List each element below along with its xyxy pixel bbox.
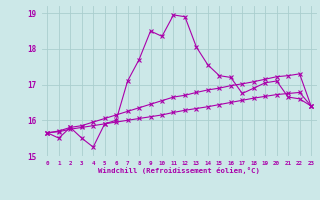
X-axis label: Windchill (Refroidissement éolien,°C): Windchill (Refroidissement éolien,°C): [98, 167, 260, 174]
